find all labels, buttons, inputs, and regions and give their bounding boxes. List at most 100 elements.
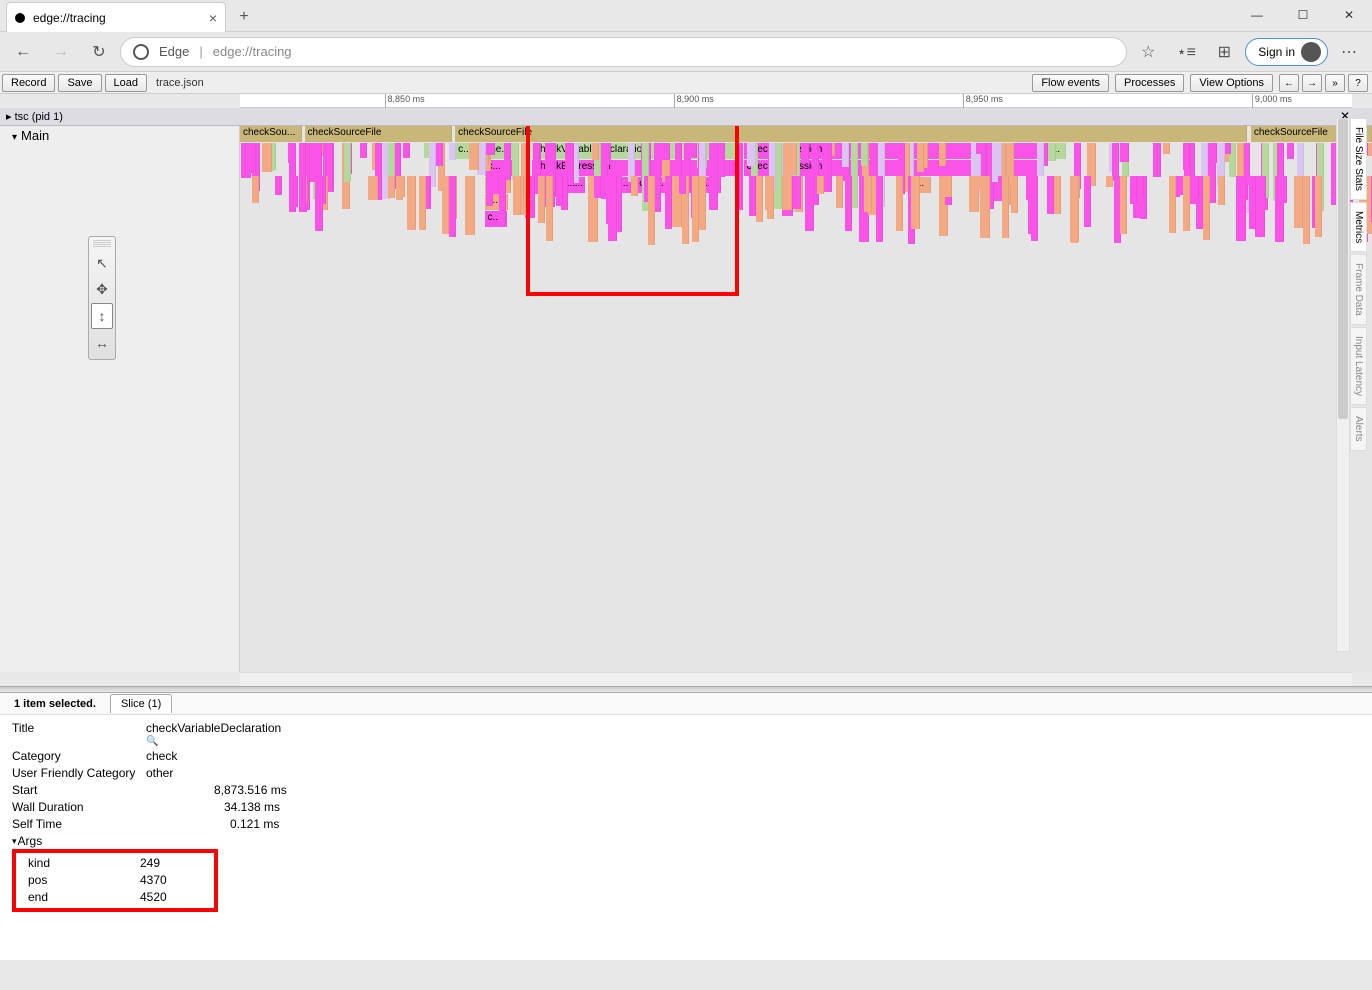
nav-next-button[interactable]: → <box>1302 74 1322 92</box>
flame-sliver[interactable] <box>801 143 809 162</box>
magnify-icon[interactable]: 🔍 <box>12 736 1372 747</box>
flame-sliver[interactable] <box>747 143 757 166</box>
flame-sliver[interactable] <box>435 143 442 166</box>
flame-sliver[interactable] <box>1294 176 1303 228</box>
scrollbar-thumb[interactable] <box>1338 119 1348 419</box>
flame-sliver[interactable] <box>1120 176 1127 234</box>
flame-sliver[interactable] <box>692 176 699 242</box>
side-tab-filesize[interactable]: File Size Stats <box>1350 118 1367 200</box>
flame-sliver[interactable] <box>1002 176 1009 238</box>
side-tab-latency[interactable]: Input Latency <box>1350 327 1367 405</box>
flame-sliver[interactable] <box>407 176 416 230</box>
flame-sliver[interactable] <box>291 176 298 207</box>
processes-button[interactable]: Processes <box>1115 74 1184 92</box>
flame-sliver[interactable] <box>687 143 697 158</box>
flame-sliver[interactable] <box>836 176 843 208</box>
flame-sliver[interactable] <box>976 143 986 154</box>
side-tab-framedata[interactable]: Frame Data <box>1350 254 1367 325</box>
selection-tab[interactable]: Slice (1) <box>110 694 172 713</box>
pointer-tool[interactable]: ↖ <box>89 250 115 276</box>
window-close-button[interactable]: ✕ <box>1326 0 1372 30</box>
flame-sliver[interactable] <box>419 176 426 230</box>
flame-sliver[interactable] <box>533 143 540 166</box>
flame-sliver[interactable] <box>1163 143 1170 154</box>
favorites-bar-icon[interactable]: ⋆≡ <box>1169 35 1203 69</box>
window-minimize-button[interactable]: — <box>1234 0 1280 30</box>
flame-sliver[interactable] <box>1084 176 1091 227</box>
flame-sliver[interactable] <box>449 143 456 160</box>
flame-sliver[interactable] <box>767 176 774 219</box>
flame-sliver[interactable] <box>782 176 791 210</box>
flame-sliver[interactable] <box>1054 176 1062 214</box>
save-button[interactable]: Save <box>58 74 101 92</box>
flame-sliver[interactable] <box>1190 176 1199 204</box>
flame-sliver[interactable] <box>604 143 611 165</box>
flame-sliver[interactable] <box>442 176 449 234</box>
flame-sliver[interactable] <box>1303 176 1310 244</box>
load-button[interactable]: Load <box>105 74 147 92</box>
help-button[interactable]: ? <box>1348 74 1368 92</box>
flame-sliver[interactable] <box>718 143 725 177</box>
flame-sliver[interactable] <box>917 143 924 172</box>
flame-sliver[interactable] <box>504 143 511 180</box>
flame-sliver[interactable] <box>315 176 323 231</box>
flame-sliver[interactable] <box>969 176 978 212</box>
zoom-tool[interactable]: ↕ <box>91 303 113 329</box>
flame-sliver[interactable] <box>648 176 655 245</box>
flame-sliver[interactable] <box>1169 176 1176 233</box>
flame-sliver[interactable] <box>790 143 797 175</box>
more-menu-button[interactable]: ⋯ <box>1332 35 1366 69</box>
flame-sliver[interactable] <box>1130 176 1137 204</box>
flame-sliver[interactable] <box>275 176 282 195</box>
palette-grip[interactable] <box>93 240 111 248</box>
flame-sliver[interactable] <box>513 176 521 215</box>
flame-sliver[interactable] <box>851 143 858 208</box>
side-tab-alerts[interactable]: Alerts <box>1350 407 1367 451</box>
flame-sliver[interactable] <box>1315 176 1322 237</box>
nav-fwd-button[interactable]: » <box>1325 74 1345 92</box>
flame-block[interactable]: checkSou... <box>240 126 302 142</box>
side-tab-metrics[interactable]: Metrics <box>1350 202 1367 252</box>
browser-tab[interactable]: edge://tracing × <box>6 2 226 32</box>
new-tab-button[interactable]: + <box>230 3 258 31</box>
flame-sliver[interactable] <box>610 176 617 230</box>
flame-sliver[interactable] <box>817 176 824 194</box>
pan-tool[interactable]: ✥ <box>89 276 115 302</box>
flame-sliver[interactable] <box>546 176 553 241</box>
flame-sliver[interactable] <box>756 176 764 222</box>
collections-icon[interactable]: ⊞ <box>1207 35 1241 69</box>
flame-sliver[interactable] <box>360 143 367 158</box>
flame-sliver[interactable] <box>403 143 410 158</box>
flame-sliver[interactable] <box>594 176 601 198</box>
flame-sliver[interactable] <box>945 176 952 197</box>
flame-sliver[interactable] <box>1203 176 1210 240</box>
favorite-star-icon[interactable]: ☆ <box>1131 35 1165 69</box>
flame-sliver[interactable] <box>1287 143 1294 159</box>
pane-divider[interactable] <box>0 686 1372 693</box>
flame-sliver[interactable] <box>1031 176 1038 241</box>
flame-sliver[interactable] <box>805 176 813 231</box>
flame-sliver[interactable] <box>793 176 801 209</box>
back-button[interactable]: ← <box>6 35 40 69</box>
flame-sliver[interactable] <box>469 143 479 170</box>
nav-prev-button[interactable]: ← <box>1279 74 1299 92</box>
flame-sliver[interactable] <box>492 176 499 194</box>
flame-sliver[interactable] <box>1218 176 1225 205</box>
flow-events-button[interactable]: Flow events <box>1032 74 1109 92</box>
flame-sliver[interactable] <box>398 176 405 197</box>
flame-sliver[interactable] <box>631 176 638 196</box>
flame-sliver[interactable] <box>709 143 718 210</box>
flame-block[interactable]: checkSourceFile <box>305 126 452 142</box>
flame-sliver[interactable] <box>538 176 545 223</box>
flame-sliver[interactable] <box>699 176 706 230</box>
flame-sliver[interactable] <box>521 143 529 180</box>
flame-sliver[interactable] <box>864 176 871 212</box>
flame-sliver[interactable] <box>939 143 946 166</box>
timing-tool[interactable]: ↔ <box>89 330 115 356</box>
flame-sliver[interactable] <box>368 176 378 200</box>
flame-sliver[interactable] <box>1120 143 1129 162</box>
flame-sliver[interactable] <box>486 143 495 155</box>
view-options-button[interactable]: View Options <box>1190 74 1273 92</box>
flame-sliver[interactable] <box>1183 143 1190 170</box>
thread-row[interactable]: ▾Main <box>12 128 239 143</box>
